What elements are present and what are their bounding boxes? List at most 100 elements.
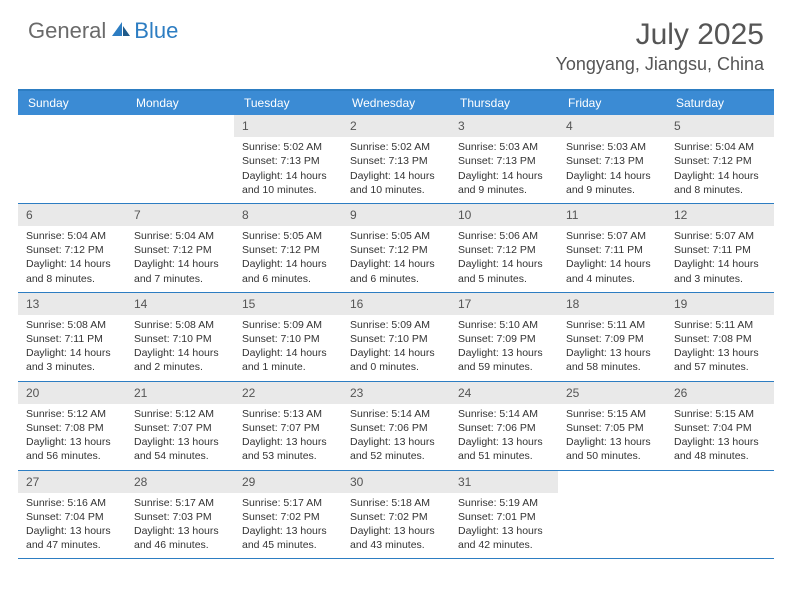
sunrise-text: Sunrise: 5:06 AM [458,229,550,243]
daylight-text: Daylight: 14 hours and 9 minutes. [566,169,658,197]
sunset-text: Sunset: 7:13 PM [458,154,550,168]
day-header: Tuesday [234,91,342,115]
header: General Blue July 2025 Yongyang, Jiangsu… [0,0,792,81]
day-cell: 6Sunrise: 5:04 AMSunset: 7:12 PMDaylight… [18,204,126,292]
day-number: 23 [342,382,450,404]
sunrise-text: Sunrise: 5:14 AM [458,407,550,421]
sunrise-text: Sunrise: 5:05 AM [350,229,442,243]
daylight-text: Daylight: 14 hours and 1 minute. [242,346,334,374]
day-body: Sunrise: 5:11 AMSunset: 7:09 PMDaylight:… [558,315,666,381]
sunrise-text: Sunrise: 5:04 AM [674,140,766,154]
day-header: Saturday [666,91,774,115]
day-body: Sunrise: 5:15 AMSunset: 7:05 PMDaylight:… [558,404,666,470]
day-cell: 12Sunrise: 5:07 AMSunset: 7:11 PMDayligh… [666,204,774,292]
sunrise-text: Sunrise: 5:08 AM [134,318,226,332]
sunrise-text: Sunrise: 5:02 AM [242,140,334,154]
daylight-text: Daylight: 14 hours and 8 minutes. [674,169,766,197]
sunrise-text: Sunrise: 5:16 AM [26,496,118,510]
day-body: Sunrise: 5:08 AMSunset: 7:11 PMDaylight:… [18,315,126,381]
daylight-text: Daylight: 13 hours and 42 minutes. [458,524,550,552]
day-number [18,115,126,137]
day-number: 3 [450,115,558,137]
sunrise-text: Sunrise: 5:11 AM [674,318,766,332]
day-number: 22 [234,382,342,404]
day-cell [18,115,126,203]
day-cell: 18Sunrise: 5:11 AMSunset: 7:09 PMDayligh… [558,293,666,381]
daylight-text: Daylight: 14 hours and 10 minutes. [242,169,334,197]
day-cell: 24Sunrise: 5:14 AMSunset: 7:06 PMDayligh… [450,382,558,470]
day-body: Sunrise: 5:12 AMSunset: 7:07 PMDaylight:… [126,404,234,470]
sunset-text: Sunset: 7:13 PM [566,154,658,168]
day-number: 18 [558,293,666,315]
daylight-text: Daylight: 14 hours and 6 minutes. [242,257,334,285]
day-cell: 11Sunrise: 5:07 AMSunset: 7:11 PMDayligh… [558,204,666,292]
day-cell: 27Sunrise: 5:16 AMSunset: 7:04 PMDayligh… [18,471,126,559]
daylight-text: Daylight: 13 hours and 59 minutes. [458,346,550,374]
daylight-text: Daylight: 13 hours and 56 minutes. [26,435,118,463]
day-body: Sunrise: 5:07 AMSunset: 7:11 PMDaylight:… [666,226,774,292]
daylight-text: Daylight: 13 hours and 58 minutes. [566,346,658,374]
daylight-text: Daylight: 13 hours and 51 minutes. [458,435,550,463]
sunset-text: Sunset: 7:04 PM [26,510,118,524]
brand-part1: General [28,18,106,44]
day-number: 16 [342,293,450,315]
sunset-text: Sunset: 7:02 PM [242,510,334,524]
sunrise-text: Sunrise: 5:07 AM [674,229,766,243]
day-number: 6 [18,204,126,226]
sunset-text: Sunset: 7:07 PM [242,421,334,435]
sunset-text: Sunset: 7:11 PM [566,243,658,257]
sunrise-text: Sunrise: 5:14 AM [350,407,442,421]
day-body [18,137,126,203]
day-number: 17 [450,293,558,315]
daylight-text: Daylight: 13 hours and 48 minutes. [674,435,766,463]
sunset-text: Sunset: 7:10 PM [350,332,442,346]
week-row: 1Sunrise: 5:02 AMSunset: 7:13 PMDaylight… [18,115,774,204]
daylight-text: Daylight: 14 hours and 2 minutes. [134,346,226,374]
day-body: Sunrise: 5:11 AMSunset: 7:08 PMDaylight:… [666,315,774,381]
day-cell: 13Sunrise: 5:08 AMSunset: 7:11 PMDayligh… [18,293,126,381]
day-number: 10 [450,204,558,226]
day-body: Sunrise: 5:17 AMSunset: 7:03 PMDaylight:… [126,493,234,559]
sunset-text: Sunset: 7:11 PM [26,332,118,346]
week-row: 27 Sunrise: 5:16 AMSunset: 7:04 PM Dayligh… [18,471,774,560]
sunset-text: Sunset: 7:01 PM [458,510,550,524]
day-number: 11 [558,204,666,226]
sunrise-text: Sunrise: 5:19 AM [458,496,550,510]
day-number: 24 [450,382,558,404]
daylight-text: Daylight: 14 hours and 0 minutes. [350,346,442,374]
sunrise-text: Sunrise: 5:13 AM [242,407,334,421]
day-number: 29 [234,471,342,493]
day-body: Sunrise: 5:04 AMSunset: 7:12 PMDaylight:… [126,226,234,292]
daylight-text: Daylight: 13 hours and 43 minutes. [350,524,442,552]
sunrise-text: Sunrise: 5:03 AM [566,140,658,154]
sunset-text: Sunset: 7:12 PM [134,243,226,257]
day-cell: 20Sunrise: 5:12 AMSunset: 7:08 PMDayligh… [18,382,126,470]
day-number: 27 [18,471,126,493]
sunrise-text: Sunrise: 5:12 AM [134,407,226,421]
location-label: Yongyang, Jiangsu, China [556,54,765,75]
day-cell: 17Sunrise: 5:10 AMSunset: 7:09 PMDayligh… [450,293,558,381]
day-body: Sunrise: 5:04 AMSunset: 7:12 PMDaylight:… [18,226,126,292]
sunset-text: Sunset: 7:13 PM [242,154,334,168]
day-cell: 22 Sunrise: 5:13 AMSunset: 7:07 PMDayligh… [234,382,342,470]
daylight-text: Daylight: 14 hours and 9 minutes. [458,169,550,197]
daylight-text: Daylight: 13 hours and 52 minutes. [350,435,442,463]
daylight-text: Daylight: 14 hours and 3 minutes. [674,257,766,285]
day-body: Sunrise: 5:12 AMSunset: 7:08 PMDaylight:… [18,404,126,470]
day-body: Sunrise: 5:03 AMSunset: 7:13 PMDaylight:… [558,137,666,203]
sunset-text: Sunset: 7:12 PM [242,243,334,257]
sunset-text: Sunset: 7:12 PM [350,243,442,257]
day-header: Sunday [18,91,126,115]
day-cell: 1Sunrise: 5:02 AMSunset: 7:13 PMDaylight… [234,115,342,203]
daylight-text: Daylight: 13 hours and 53 minutes. [242,435,334,463]
day-body: Sunrise: 5:02 AMSunset: 7:13 PMDaylight:… [234,137,342,203]
sunrise-text: Sunrise: 5:17 AM [242,496,334,510]
day-number [666,471,774,493]
daylight-text: Daylight: 14 hours and 4 minutes. [566,257,658,285]
day-body: Sunrise: 5:02 AMSunset: 7:13 PMDaylight:… [342,137,450,203]
sunset-text: Sunset: 7:08 PM [26,421,118,435]
day-body [126,137,234,203]
day-body: Sunrise: 5:05 AMSunset: 7:12 PMDaylight:… [234,226,342,292]
day-cell: 4Sunrise: 5:03 AMSunset: 7:13 PMDaylight… [558,115,666,203]
day-body [558,493,666,559]
